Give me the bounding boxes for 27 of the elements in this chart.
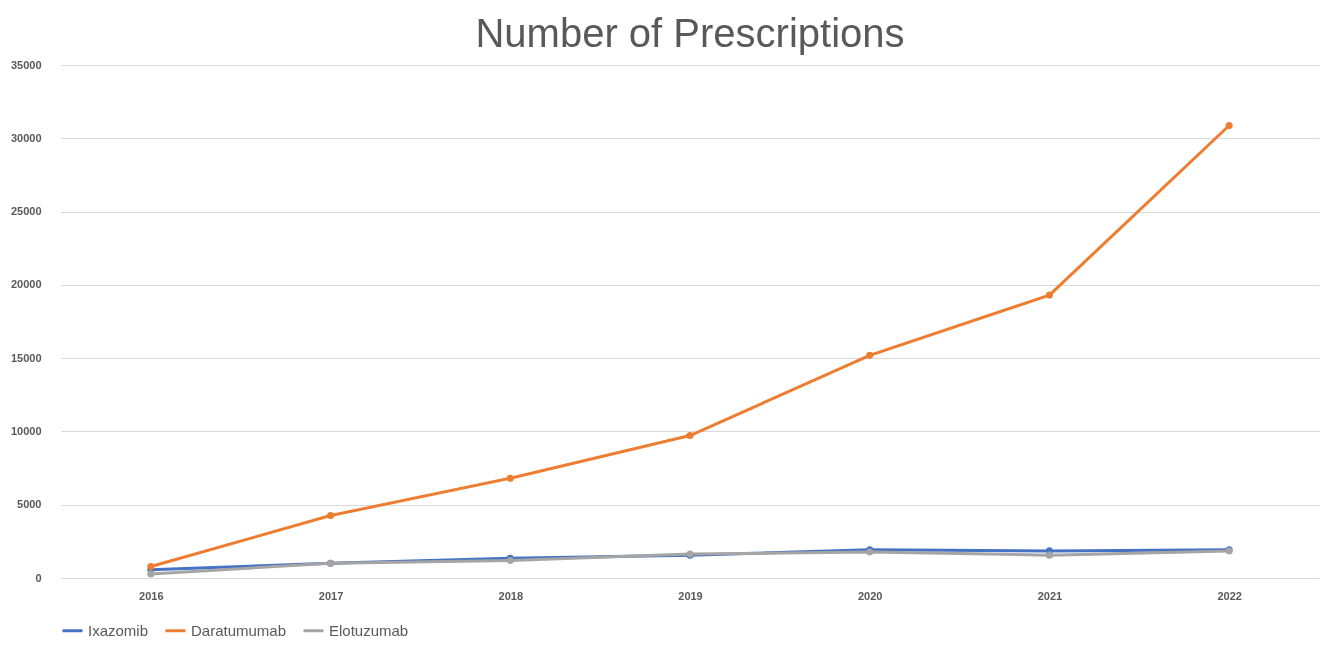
x-tick-label: 2019 — [678, 589, 703, 602]
y-tick-label: 5000 — [17, 498, 42, 511]
chart-title: Number of Prescriptions — [475, 11, 905, 55]
x-tick-label: 2022 — [1217, 589, 1242, 602]
x-tick-label: 2016 — [139, 589, 164, 602]
y-tick-label: 35000 — [10, 58, 42, 71]
point — [147, 570, 155, 578]
y-tick-label: 25000 — [10, 205, 42, 218]
point — [327, 512, 335, 520]
y-tick-label: 15000 — [10, 351, 42, 364]
y-tick-label: 30000 — [10, 131, 42, 144]
x-tick-label: 2018 — [498, 589, 524, 602]
y-tick-label: 20000 — [10, 278, 42, 291]
legend-label: Elotuzumab — [329, 621, 409, 639]
x-tick-label: 2017 — [318, 589, 344, 602]
point — [1225, 122, 1233, 130]
x-tick-label: 2020 — [857, 589, 883, 602]
y-tick-label: 0 — [35, 571, 42, 584]
point — [1045, 551, 1053, 559]
point — [506, 474, 514, 482]
legend-label: Ixazomib — [88, 621, 149, 639]
y-tick-label: 10000 — [10, 424, 42, 437]
point — [686, 432, 694, 440]
legend-label: Daratumumab — [191, 621, 287, 639]
point — [1045, 291, 1053, 299]
x-tick-label: 2021 — [1037, 589, 1063, 602]
point — [866, 351, 874, 359]
